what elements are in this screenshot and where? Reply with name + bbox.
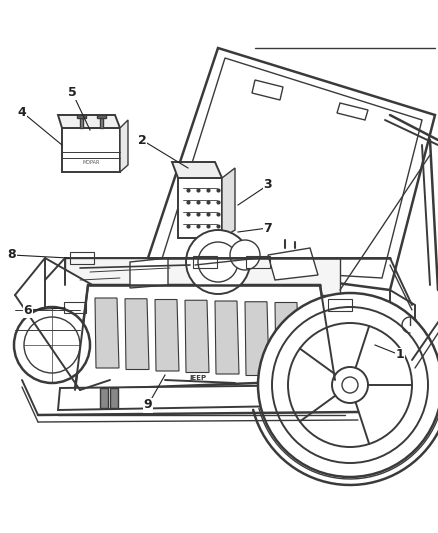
Polygon shape <box>155 300 179 371</box>
Circle shape <box>14 307 90 383</box>
Text: 9: 9 <box>144 399 152 411</box>
Polygon shape <box>75 285 335 390</box>
Text: 1: 1 <box>396 349 404 361</box>
Polygon shape <box>172 162 222 178</box>
Polygon shape <box>100 118 103 128</box>
Text: 2: 2 <box>138 133 146 147</box>
Text: 3: 3 <box>264 179 272 191</box>
Polygon shape <box>130 258 168 288</box>
Polygon shape <box>45 258 110 380</box>
Bar <box>328 299 352 311</box>
Bar <box>64 302 86 313</box>
Polygon shape <box>77 115 86 118</box>
Bar <box>70 252 94 264</box>
Polygon shape <box>178 178 222 238</box>
Polygon shape <box>390 290 415 360</box>
Circle shape <box>258 293 438 477</box>
Circle shape <box>270 338 330 398</box>
Polygon shape <box>58 115 120 128</box>
Polygon shape <box>215 301 239 374</box>
Polygon shape <box>97 115 106 118</box>
Polygon shape <box>222 168 235 238</box>
Text: 8: 8 <box>8 248 16 262</box>
Text: JEEP: JEEP <box>190 375 207 381</box>
Polygon shape <box>120 120 128 172</box>
Polygon shape <box>100 388 108 408</box>
Text: 5: 5 <box>67 85 76 99</box>
Bar <box>193 256 217 268</box>
Text: 6: 6 <box>24 303 32 317</box>
Polygon shape <box>268 248 318 280</box>
Bar <box>246 256 270 268</box>
Polygon shape <box>62 128 120 172</box>
Circle shape <box>230 240 260 270</box>
Polygon shape <box>185 300 209 373</box>
Polygon shape <box>80 118 83 128</box>
Text: 7: 7 <box>264 222 272 235</box>
Polygon shape <box>65 258 340 295</box>
Polygon shape <box>125 299 149 369</box>
Text: 4: 4 <box>18 106 26 118</box>
Polygon shape <box>275 303 299 377</box>
Text: MOPAR: MOPAR <box>82 159 100 165</box>
Polygon shape <box>245 302 269 376</box>
Polygon shape <box>95 298 119 368</box>
Polygon shape <box>58 385 345 410</box>
Polygon shape <box>148 48 435 290</box>
Circle shape <box>186 230 250 294</box>
Polygon shape <box>110 388 118 408</box>
